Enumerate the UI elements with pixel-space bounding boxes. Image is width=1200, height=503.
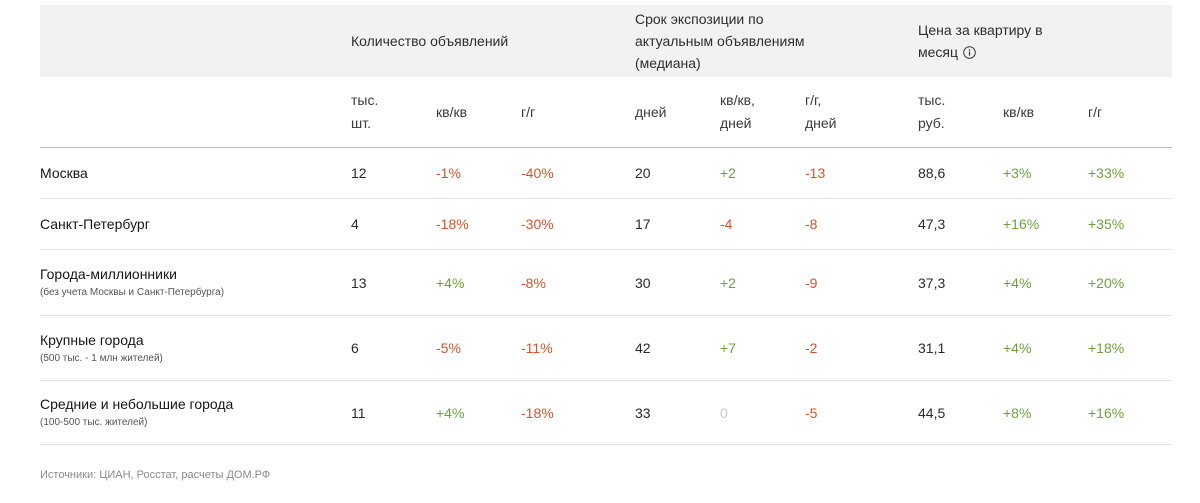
- listings-qoq-cell: +4%: [436, 274, 465, 291]
- listings-qoq-cell: +4%: [436, 404, 465, 421]
- exposure-yoy-cell: -2: [805, 340, 818, 356]
- exposure-days-cell: 33: [635, 404, 651, 421]
- listings-count-cell: 6: [351, 340, 359, 356]
- group-header-label: Количество объявлений: [351, 33, 509, 49]
- region-note: (100-500 тыс. жителей): [40, 417, 148, 428]
- region-label: Москва: [40, 164, 351, 182]
- listings-qoq-cell: -5%: [436, 340, 461, 356]
- table-row-medium-small-cities: Средние и небольшие города (100-500 тыс.…: [40, 381, 1172, 445]
- price-qoq-cell: +4%: [1003, 340, 1032, 356]
- table-row-million-cities: Города-миллионники (без учета Москвы и С…: [40, 250, 1172, 316]
- price-qoq-cell: +16%: [1003, 216, 1040, 232]
- price-yoy-cell: +20%: [1088, 274, 1125, 291]
- price-qoq-cell: +4%: [1003, 274, 1032, 291]
- listings-count-cell: 12: [351, 165, 367, 181]
- listings-yoy-cell: -11%: [521, 340, 553, 356]
- table-row-moscow: Москва 12 -1% -40% 20 +2 -13 88,6 +3% +3…: [40, 148, 1172, 199]
- table-row-large-cities: Крупные города (500 тыс. - 1 млн жителей…: [40, 316, 1172, 381]
- exposure-qoq-cell: 0: [720, 404, 728, 421]
- source-note: Источники: ЦИАН, Росстат, расчеты ДОМ.РФ: [40, 469, 271, 481]
- exposure-days-cell: 42: [635, 340, 651, 356]
- region-name: Крупные города: [40, 331, 144, 348]
- region-label: Крупные города (500 тыс. - 1 млн жителей…: [40, 331, 351, 366]
- region-name: Санкт-Петербург: [40, 216, 150, 232]
- subheader-listings-qoq: кв/кв: [436, 103, 468, 120]
- group-header-row: Количество объявлений Срок экспозиции по…: [40, 5, 1172, 77]
- exposure-yoy-cell: -5: [805, 404, 818, 421]
- listings-yoy-cell: -30%: [521, 216, 554, 232]
- subheader-exposure-days: дней: [635, 103, 667, 120]
- exposure-days-cell: 30: [635, 274, 651, 291]
- exposure-yoy-cell: -8: [805, 216, 818, 232]
- region-label: Санкт-Петербург: [40, 215, 351, 233]
- group-header-price: Цена за квартиру в месяц: [918, 19, 1172, 63]
- region-label: Средние и небольшие города (100-500 тыс.…: [40, 395, 351, 430]
- exposure-yoy-cell: -13: [805, 165, 826, 181]
- exposure-qoq-cell: +7: [720, 340, 736, 356]
- price-qoq-cell: +3%: [1003, 165, 1032, 181]
- subheader-exposure-qoq: кв/кв, дней: [720, 92, 755, 131]
- group-header-label: Цена за квартиру в месяц: [918, 22, 1043, 60]
- listings-count-cell: 4: [351, 216, 359, 232]
- exposure-yoy-cell: -9: [805, 274, 818, 291]
- subheader-listings-yoy: г/г: [521, 103, 536, 120]
- listings-yoy-cell: -40%: [521, 165, 554, 181]
- group-header-label: Срок экспозиции по актуальным объявления…: [635, 11, 805, 71]
- region-label: Города-миллионники (без учета Москвы и С…: [40, 265, 351, 300]
- price-yoy-cell: +33%: [1088, 165, 1125, 181]
- exposure-qoq-cell: +2: [720, 274, 736, 291]
- listings-qoq-cell: -1%: [436, 165, 461, 181]
- region-name: Средние и небольшие города: [40, 396, 234, 412]
- region-name: Города-миллионники: [40, 266, 177, 282]
- info-icon[interactable]: [963, 46, 976, 59]
- price-cell: 31,1: [918, 340, 946, 356]
- price-qoq-cell: +8%: [1003, 404, 1032, 421]
- exposure-days-cell: 17: [635, 216, 651, 232]
- rental-market-table: Количество объявлений Срок экспозиции по…: [40, 5, 1172, 445]
- subheader-row: тыс. шт. кв/кв г/г дней кв/кв, дней г/г,…: [40, 77, 1172, 148]
- subheader-listings-count: тыс. шт.: [351, 92, 379, 131]
- subheader-price-qoq: кв/кв: [1003, 103, 1035, 120]
- listings-yoy-cell: -8%: [521, 274, 546, 291]
- exposure-days-cell: 20: [635, 165, 651, 181]
- price-cell: 88,6: [918, 165, 946, 181]
- price-yoy-cell: +16%: [1088, 404, 1125, 421]
- group-header-exposure: Срок экспозиции по актуальным объявления…: [635, 8, 918, 74]
- exposure-qoq-cell: -4: [720, 216, 733, 232]
- table-row-saint-petersburg: Санкт-Петербург 4 -18% -30% 17 -4 -8 47,…: [40, 199, 1172, 250]
- exposure-qoq-cell: +2: [720, 165, 736, 181]
- region-name: Москва: [40, 165, 88, 181]
- price-cell: 37,3: [918, 274, 946, 291]
- region-note: (500 тыс. - 1 млн жителей): [40, 352, 163, 364]
- listings-count-cell: 11: [351, 404, 366, 421]
- price-yoy-cell: +35%: [1088, 216, 1125, 232]
- region-note: (без учета Москвы и Санкт-Петербурга): [40, 287, 225, 298]
- listings-qoq-cell: -18%: [436, 216, 469, 232]
- price-cell: 47,3: [918, 216, 946, 232]
- price-yoy-cell: +18%: [1088, 340, 1125, 356]
- group-header-listings: Количество объявлений: [351, 30, 635, 52]
- subheader-exposure-yoy: г/г, дней: [805, 92, 837, 131]
- subheader-price: тыс. руб.: [918, 92, 946, 131]
- listings-yoy-cell: -18%: [521, 404, 554, 421]
- price-cell: 44,5: [918, 404, 946, 421]
- subheader-price-yoy: г/г: [1088, 103, 1103, 120]
- listings-count-cell: 13: [351, 274, 367, 291]
